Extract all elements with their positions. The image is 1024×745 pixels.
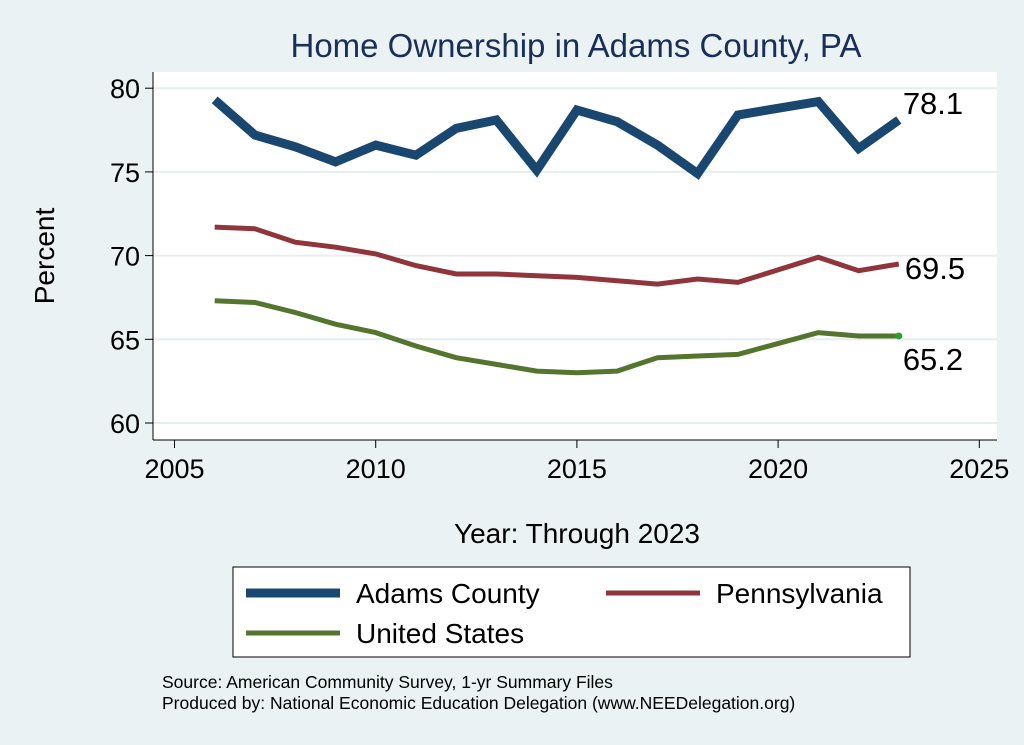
y-tick-label-80: 80 — [110, 74, 140, 104]
x-tick-label-2010: 2010 — [346, 454, 406, 484]
axis-ticks: 60 65 70 75 80 2005 2010 2015 2020 2025 — [110, 74, 1009, 484]
source-note: Source: American Community Survey, 1-yr … — [162, 672, 613, 692]
y-tick-label-75: 75 — [110, 158, 140, 188]
series-line-adams-county — [211, 96, 902, 180]
y-axis-title: Percent — [29, 208, 60, 305]
x-tick-label-2020: 2020 — [748, 454, 808, 484]
series-line-pennsylvania — [214, 224, 900, 287]
legend-box — [232, 566, 911, 658]
y-tick-label-60: 60 — [110, 409, 140, 439]
series-end-marker-united-states — [895, 332, 903, 340]
end-label-adams-county: 78.1 — [903, 86, 963, 121]
x-tick-label-2005: 2005 — [144, 454, 204, 484]
legend-label-adams-county: Adams County — [356, 578, 540, 609]
series-lines — [211, 96, 903, 376]
y-tick-label-65: 65 — [110, 325, 140, 355]
series-line-united-states — [214, 298, 899, 376]
end-label-pennsylvania: 69.5 — [905, 251, 965, 286]
chart-title: Home Ownership in Adams County, PA — [290, 27, 861, 64]
end-labels: 78.1 69.5 65.2 — [903, 86, 965, 377]
producer-note: Produced by: National Economic Education… — [162, 693, 795, 713]
legend-label-united-states: United States — [356, 618, 524, 649]
x-axis-title: Year: Through 2023 — [454, 518, 700, 549]
x-tick-label-2015: 2015 — [547, 454, 607, 484]
gridlines — [153, 87, 997, 424]
x-tick-label-2025: 2025 — [949, 454, 1009, 484]
legend: Adams County Pennsylvania United States — [232, 566, 911, 658]
y-tick-label-70: 70 — [110, 242, 140, 272]
legend-label-pennsylvania: Pennsylvania — [716, 578, 883, 609]
end-label-united-states: 65.2 — [903, 342, 963, 377]
